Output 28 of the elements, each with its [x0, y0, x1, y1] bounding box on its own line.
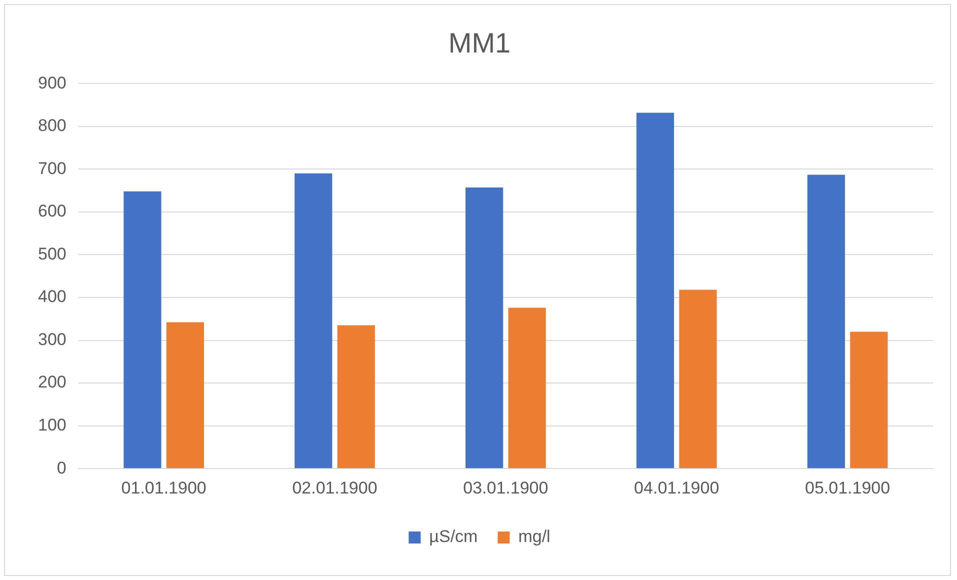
y-tick-label: 400	[38, 287, 66, 306]
legend-label: µS/cm	[429, 527, 478, 546]
chart-title: MM1	[448, 28, 511, 59]
x-tick-label: 02.01.1900	[292, 478, 378, 498]
bar	[466, 188, 504, 468]
bar	[166, 322, 204, 468]
bar	[337, 325, 375, 468]
x-tick-label: 03.01.1900	[463, 478, 548, 498]
x-tick-label: 04.01.1900	[634, 478, 720, 498]
y-tick-label: 700	[38, 158, 66, 178]
bar	[636, 112, 674, 468]
y-tick-label: 100	[38, 416, 66, 435]
y-tick-label: 600	[38, 202, 66, 221]
y-tick-label: 800	[38, 116, 66, 136]
y-tick-label: 900	[38, 73, 66, 92]
bar	[124, 191, 162, 468]
x-tick-label: 01.01.1900	[121, 478, 206, 498]
y-tick-label: 200	[38, 372, 66, 392]
bar	[508, 308, 546, 468]
x-tick-label: 05.01.1900	[804, 478, 890, 498]
bar	[294, 173, 332, 468]
legend-label: mg/l	[518, 527, 550, 546]
y-tick-label: 300	[38, 330, 66, 349]
bar	[850, 332, 888, 468]
bar	[807, 174, 845, 468]
y-tick-label: 500	[38, 244, 66, 264]
bar	[679, 290, 717, 468]
y-tick-label: 0	[56, 458, 66, 478]
